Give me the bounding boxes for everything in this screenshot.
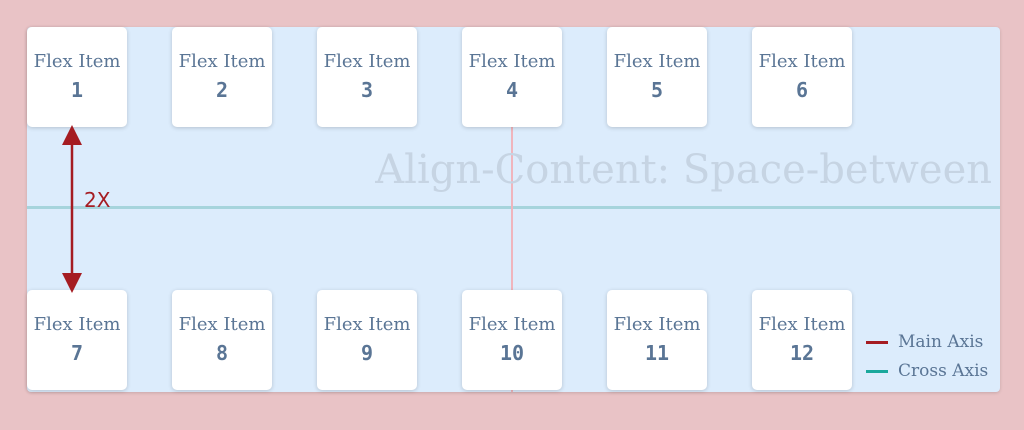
flex-item-label: Flex Item	[468, 314, 556, 335]
legend: Main Axis Cross Axis	[866, 330, 988, 388]
legend-main-axis: Main Axis	[866, 330, 988, 354]
flex-item-number: 4	[505, 78, 519, 102]
flex-item: Flex Item 4	[462, 27, 562, 127]
legend-cross-axis-label: Cross Axis	[898, 361, 989, 381]
flex-item-label: Flex Item	[323, 314, 411, 335]
main-axis-swatch	[866, 340, 888, 344]
flex-item-number: 2	[215, 78, 229, 102]
flex-item-number: 1	[70, 78, 84, 102]
flex-item-label: Flex Item	[33, 314, 121, 335]
flex-item-number: 5	[650, 78, 664, 102]
main-axis-line	[511, 27, 513, 392]
flex-item-label: Flex Item	[758, 314, 846, 335]
flex-item-label: Flex Item	[613, 314, 701, 335]
legend-main-axis-label: Main Axis	[898, 332, 984, 352]
flex-item-label: Flex Item	[758, 51, 846, 72]
flex-item: Flex Item 9	[317, 290, 417, 390]
flex-item: Flex Item 7	[27, 290, 127, 390]
flex-item-number: 3	[360, 78, 374, 102]
flex-item-number: 12	[789, 341, 815, 365]
flex-item-label: Flex Item	[178, 51, 266, 72]
flex-item-number: 6	[795, 78, 809, 102]
flex-item: Flex Item 11	[607, 290, 707, 390]
flex-item: Flex Item 3	[317, 27, 417, 127]
gap-arrow-icon	[62, 125, 82, 293]
flex-item-label: Flex Item	[178, 314, 266, 335]
flex-item-number: 8	[215, 341, 229, 365]
gap-label: 2X	[84, 188, 111, 212]
flex-item-label: Flex Item	[323, 51, 411, 72]
flex-item-label: Flex Item	[33, 51, 121, 72]
flex-item-label: Flex Item	[613, 51, 701, 72]
flex-item-number: 7	[70, 341, 84, 365]
flex-item: Flex Item 2	[172, 27, 272, 127]
flex-item: Flex Item 1	[27, 27, 127, 127]
flex-item: Flex Item 6	[752, 27, 852, 127]
flex-item: Flex Item 5	[607, 27, 707, 127]
flex-item: Flex Item 10	[462, 290, 562, 390]
align-content-caption: Align-Content: Space-between	[375, 147, 992, 193]
flex-item-number: 10	[499, 341, 525, 365]
flex-item-label: Flex Item	[468, 51, 556, 72]
cross-axis-line	[27, 206, 1000, 209]
flex-item: Flex Item 8	[172, 290, 272, 390]
flex-item-number: 9	[360, 341, 374, 365]
flex-item-number: 11	[644, 341, 670, 365]
cross-axis-swatch	[866, 369, 888, 373]
flex-item: Flex Item 12	[752, 290, 852, 390]
legend-cross-axis: Cross Axis	[866, 359, 988, 383]
